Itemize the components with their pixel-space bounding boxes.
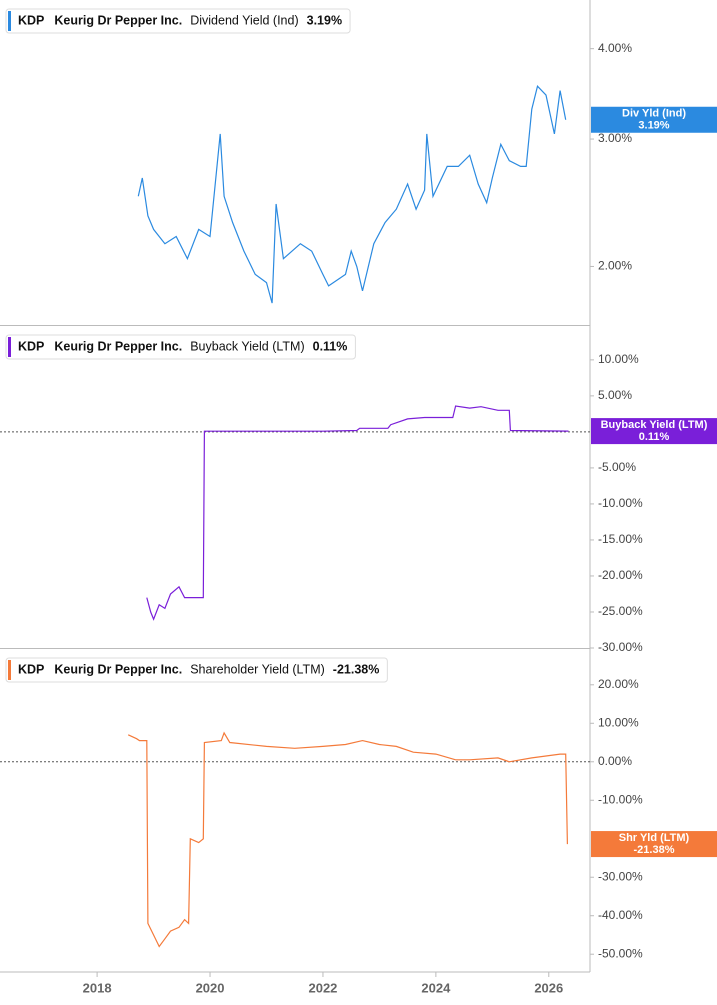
- y-tick-label: 2.00%: [598, 259, 632, 273]
- legend-text: 0.11%: [313, 339, 348, 353]
- y-tick-label: -20.00%: [598, 568, 643, 582]
- x-tick-label: 2026: [534, 980, 563, 995]
- legend-box: [5, 334, 356, 360]
- value-badge: [591, 106, 717, 133]
- legend-swatch: [8, 660, 11, 680]
- legend-text: KDP: [18, 339, 44, 353]
- legend-box: [5, 8, 351, 34]
- x-tick-label: 2022: [308, 980, 337, 995]
- y-tick-label: 3.00%: [598, 131, 632, 145]
- badge-value: 3.19%: [638, 120, 669, 132]
- x-tick-label: 2018: [83, 980, 112, 995]
- legend-text: KDP: [18, 662, 44, 676]
- y-tick-label: -10.00%: [598, 496, 643, 510]
- y-tick-label: -15.00%: [598, 532, 643, 546]
- series-line: [146, 405, 569, 621]
- badge-value: 0.11%: [639, 431, 670, 443]
- y-tick-label: 5.00%: [598, 388, 632, 402]
- y-tick-label: -5.00%: [598, 460, 636, 474]
- value-badge: [591, 418, 717, 445]
- badge-name: Buyback Yield (LTM): [601, 419, 708, 431]
- y-tick-label: 10.00%: [598, 352, 639, 366]
- series-line: [127, 731, 568, 948]
- legend-text: Dividend Yield (Ind): [190, 13, 298, 27]
- y-tick-label: 0.00%: [598, 754, 632, 768]
- legend-text: Keurig Dr Pepper Inc.: [54, 339, 182, 353]
- y-tick-label: -30.00%: [598, 640, 643, 654]
- x-tick-label: 2020: [196, 980, 225, 995]
- y-tick-label: -50.00%: [598, 946, 643, 960]
- badge-value: -21.38%: [634, 844, 675, 856]
- badge-name: Div Yld (Ind): [622, 108, 686, 120]
- series-line: [137, 84, 567, 304]
- legend-text: -21.38%: [333, 662, 380, 676]
- legend-text: Buyback Yield (LTM): [190, 339, 304, 353]
- y-tick-label: 20.00%: [598, 677, 639, 691]
- y-tick-label: -30.00%: [598, 869, 643, 883]
- y-tick-label: 4.00%: [598, 41, 632, 55]
- value-badge: [591, 831, 717, 858]
- legend-text: Keurig Dr Pepper Inc.: [54, 662, 182, 676]
- y-tick-label: -10.00%: [598, 792, 643, 806]
- legend-text: 3.19%: [307, 13, 342, 27]
- legend-box: [5, 657, 388, 683]
- legend-swatch: [8, 11, 11, 31]
- x-tick-label: 2024: [421, 980, 451, 995]
- legend-swatch: [8, 337, 11, 357]
- badge-name: Shr Yld (LTM): [619, 832, 690, 844]
- y-tick-label: 10.00%: [598, 715, 639, 729]
- y-tick-label: -25.00%: [598, 604, 643, 618]
- y-tick-label: -40.00%: [598, 908, 643, 922]
- legend-text: KDP: [18, 13, 44, 27]
- legend-text: Shareholder Yield (LTM): [190, 662, 325, 676]
- legend-text: Keurig Dr Pepper Inc.: [54, 13, 182, 27]
